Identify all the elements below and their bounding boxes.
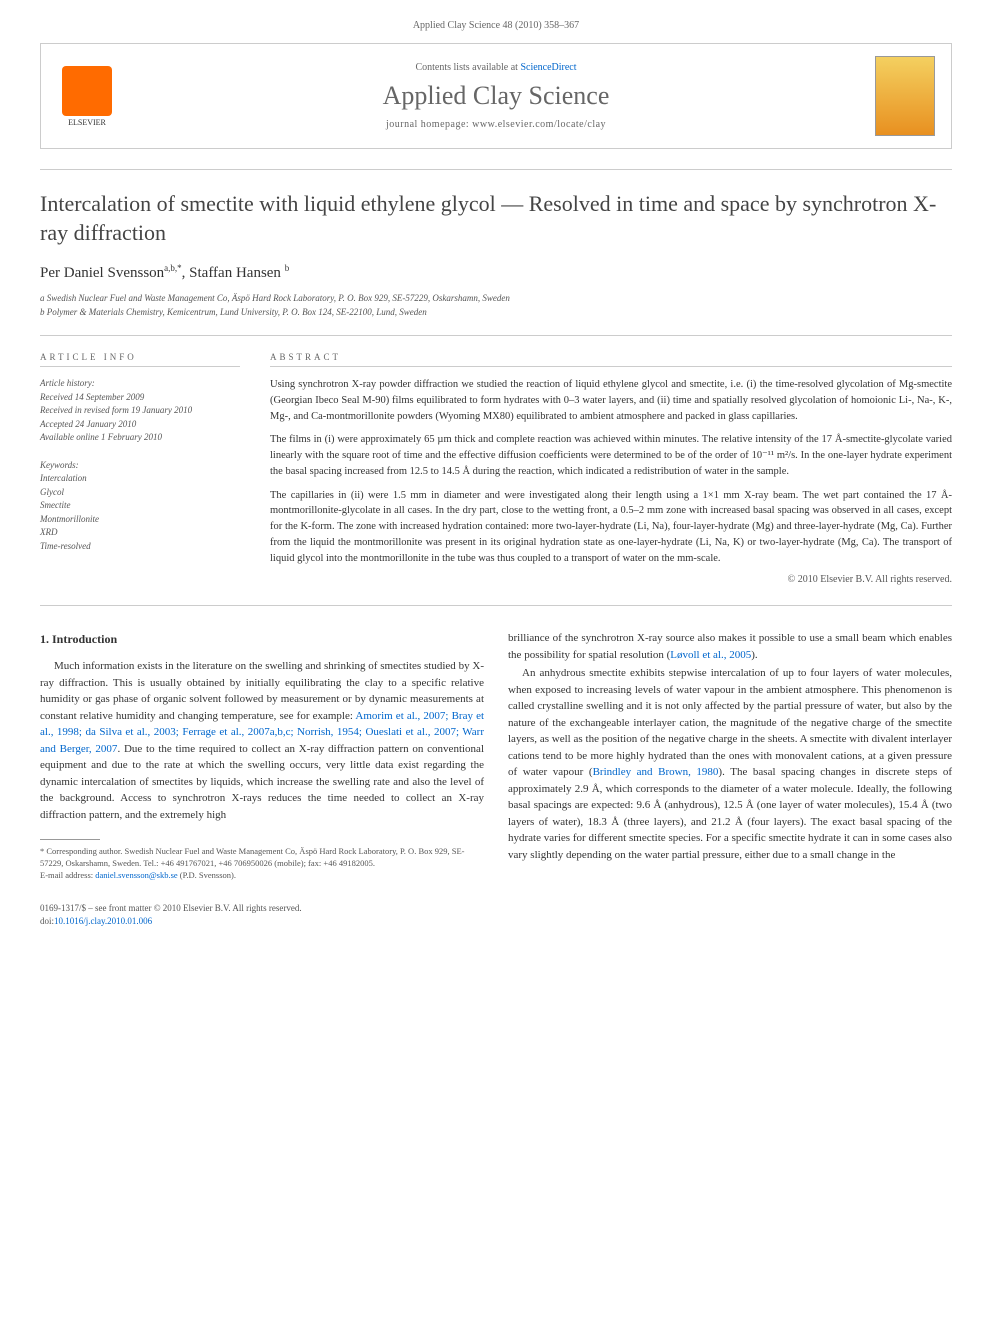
keyword-1: Glycol <box>40 486 240 500</box>
author-2-sup: b <box>285 263 290 273</box>
history-revised: Received in revised form 19 January 2010 <box>40 404 240 418</box>
authors: Per Daniel Svenssona,b,*, Staffan Hansen… <box>40 263 952 282</box>
email-link[interactable]: daniel.svensson@skb.se <box>95 870 177 880</box>
article-info-label: ARTICLE INFO <box>40 352 240 367</box>
corresponding-author-footnote: * Corresponding author. Swedish Nuclear … <box>40 846 484 870</box>
keyword-0: Intercalation <box>40 472 240 486</box>
abstract-copyright: © 2010 Elsevier B.V. All rights reserved… <box>270 574 952 585</box>
column-left: 1. Introduction Much information exists … <box>40 630 484 882</box>
body-col2-p2b: ). The basal spacing changes in discrete… <box>508 766 952 861</box>
abstract-p1: Using synchrotron X-ray powder diffracti… <box>270 377 952 424</box>
journal-name: Applied Clay Science <box>117 81 875 111</box>
article-info: ARTICLE INFO Article history: Received 1… <box>40 352 240 585</box>
citation-header: Applied Clay Science 48 (2010) 358–367 <box>40 20 952 31</box>
email-footnote: E-mail address: daniel.svensson@skb.se (… <box>40 870 484 882</box>
meta-section: ARTICLE INFO Article history: Received 1… <box>40 352 952 606</box>
footer-doi: doi:10.1016/j.clay.2010.01.006 <box>40 915 952 928</box>
journal-cover-thumbnail <box>875 56 935 136</box>
keyword-4: XRD <box>40 526 240 540</box>
email-label: E-mail address: <box>40 870 95 880</box>
journal-banner: ELSEVIER Contents lists available at Sci… <box>40 43 952 149</box>
affiliations: a Swedish Nuclear Fuel and Waste Managem… <box>40 292 952 319</box>
title-section: Intercalation of smectite with liquid et… <box>40 169 952 336</box>
body-col2-p2a: An anhydrous smectite exhibits stepwise … <box>508 667 952 778</box>
ref-link-lovoll[interactable]: Løvoll et al., 2005 <box>670 649 751 661</box>
body-col2-p2: An anhydrous smectite exhibits stepwise … <box>508 665 952 863</box>
history-accepted: Accepted 24 January 2010 <box>40 418 240 432</box>
abstract-block: ABSTRACT Using synchrotron X-ray powder … <box>270 352 952 585</box>
homepage-url: www.elsevier.com/locate/clay <box>472 119 606 130</box>
doi-prefix: doi: <box>40 916 54 926</box>
keywords-block: Keywords: Intercalation Glycol Smectite … <box>40 459 240 554</box>
affiliation-a: a Swedish Nuclear Fuel and Waste Managem… <box>40 292 952 306</box>
banner-center: Contents lists available at ScienceDirec… <box>117 62 875 130</box>
abstract-label: ABSTRACT <box>270 352 952 367</box>
body-columns: 1. Introduction Much information exists … <box>40 630 952 882</box>
elsevier-label: ELSEVIER <box>68 118 106 127</box>
page-footer: 0169-1317/$ – see front matter © 2010 El… <box>40 902 952 927</box>
elsevier-logo: ELSEVIER <box>57 61 117 131</box>
history-online: Available online 1 February 2010 <box>40 431 240 445</box>
contents-prefix: Contents lists available at <box>415 62 520 73</box>
abstract-p2: The films in (i) were approximately 65 µ… <box>270 432 952 479</box>
article-title: Intercalation of smectite with liquid et… <box>40 190 952 247</box>
author-1: Per Daniel Svensson <box>40 265 164 281</box>
footer-line1: 0169-1317/$ – see front matter © 2010 El… <box>40 902 952 915</box>
abstract-p3: The capillaries in (ii) were 1.5 mm in d… <box>270 488 952 567</box>
contents-line: Contents lists available at ScienceDirec… <box>117 62 875 73</box>
abstract-text: Using synchrotron X-ray powder diffracti… <box>270 377 952 566</box>
body-col2-p1: brilliance of the synchrotron X-ray sour… <box>508 630 952 663</box>
sciencedirect-link[interactable]: ScienceDirect <box>520 62 576 73</box>
ref-link-brindley[interactable]: Brindley and Brown, 1980 <box>593 766 719 778</box>
body-col2-p1b: ). <box>751 649 757 661</box>
section-heading-1: 1. Introduction <box>40 630 484 648</box>
keyword-2: Smectite <box>40 499 240 513</box>
column-right: brilliance of the synchrotron X-ray sour… <box>508 630 952 882</box>
homepage-prefix: journal homepage: <box>386 119 472 130</box>
history-block: Article history: Received 14 September 2… <box>40 377 240 445</box>
author-1-sup: a,b,* <box>164 263 182 273</box>
email-suffix: (P.D. Svensson). <box>178 870 236 880</box>
keyword-3: Montmorillonite <box>40 513 240 527</box>
elsevier-tree-icon <box>62 66 112 116</box>
keyword-5: Time-resolved <box>40 540 240 554</box>
homepage-line: journal homepage: www.elsevier.com/locat… <box>117 119 875 130</box>
body-p1: Much information exists in the literatur… <box>40 658 484 823</box>
history-received: Received 14 September 2009 <box>40 391 240 405</box>
history-label: Article history: <box>40 377 240 391</box>
affiliation-b: b Polymer & Materials Chemistry, Kemicen… <box>40 306 952 320</box>
keywords-label: Keywords: <box>40 459 240 473</box>
author-2: , Staffan Hansen <box>182 265 285 281</box>
footnote-separator <box>40 839 100 840</box>
doi-link[interactable]: 10.1016/j.clay.2010.01.006 <box>54 916 152 926</box>
